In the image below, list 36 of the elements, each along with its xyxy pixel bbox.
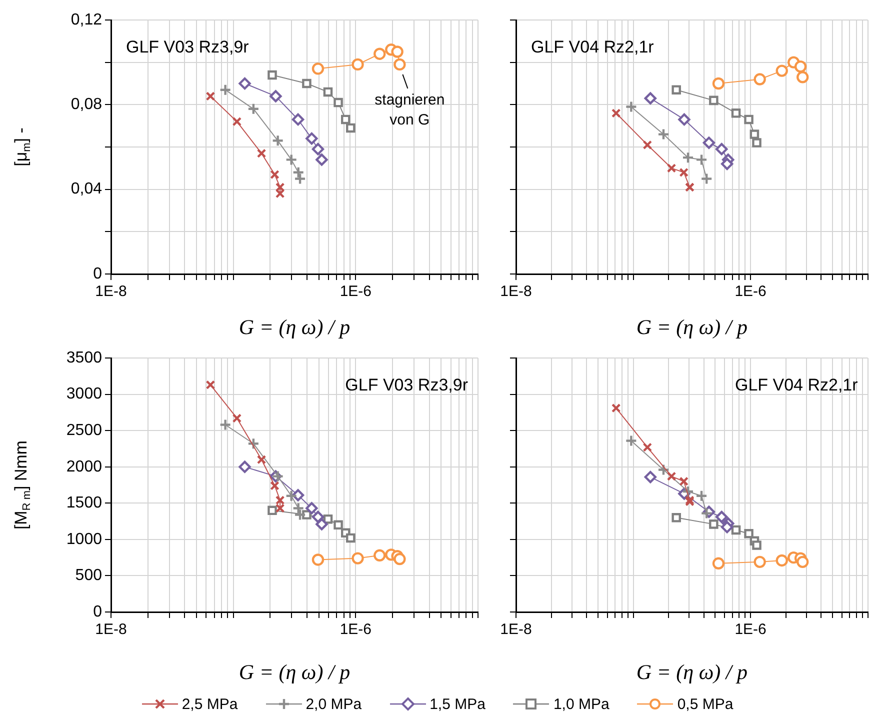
y-tick-label: 0	[93, 265, 102, 282]
y-tick-label: 0,08	[70, 96, 102, 114]
y-tick-label: 500	[75, 567, 102, 584]
y-tick-label: 0,04	[70, 180, 102, 198]
legend-label: 2,5 MPa	[182, 696, 238, 712]
x-tick-label: 1E-8	[500, 621, 532, 638]
x-tick-label: 1E-6	[734, 283, 766, 300]
annotation: stagnieren von G	[374, 92, 445, 129]
y-axis-title: [MR m] Nmm	[12, 440, 34, 530]
y-tick-label: 3500	[66, 349, 102, 366]
text: GLF V04 Rz2,1r	[734, 376, 858, 395]
x-axis-title: G = (η ω) / p	[238, 660, 350, 684]
y-tick-label: 2500	[66, 422, 102, 439]
y-tick-label: 3000	[66, 386, 102, 403]
x-tick-label: 1E-8	[95, 621, 127, 638]
y-tick-label: 2000	[66, 458, 102, 476]
x-axis-title: G = (η ω) / p	[636, 660, 748, 684]
legend-label: 1,0 MPa	[553, 696, 610, 712]
x-tick-label: 1E-6	[734, 621, 766, 638]
y-tick-label: 0	[93, 603, 102, 620]
text: GLF V03 Rz3,9r	[126, 38, 250, 57]
text: GLF V04 Rz2,1r	[531, 38, 654, 57]
y-tick-label: 1000	[66, 530, 102, 548]
text: GLF V03 Rz3,9r	[345, 376, 468, 395]
legend-label: 2,0 MPa	[306, 696, 362, 712]
legend-label: 0,5 MPa	[677, 696, 734, 712]
x-tick-label: 1E-8	[95, 283, 127, 300]
x-axis-title: G = (η ω) / p	[238, 314, 350, 339]
x-axis-title: G = (η ω) / p	[636, 314, 748, 339]
y-axis-title: [μm] -	[12, 128, 34, 166]
y-tick-label: 1500	[66, 494, 102, 512]
legend-label: 1,5 MPa	[430, 696, 486, 712]
x-tick-label: 1E-6	[340, 621, 372, 638]
y-tick-label: 0,12	[70, 11, 102, 28]
x-tick-label: 1E-6	[340, 283, 372, 300]
x-tick-label: 1E-8	[500, 283, 532, 300]
